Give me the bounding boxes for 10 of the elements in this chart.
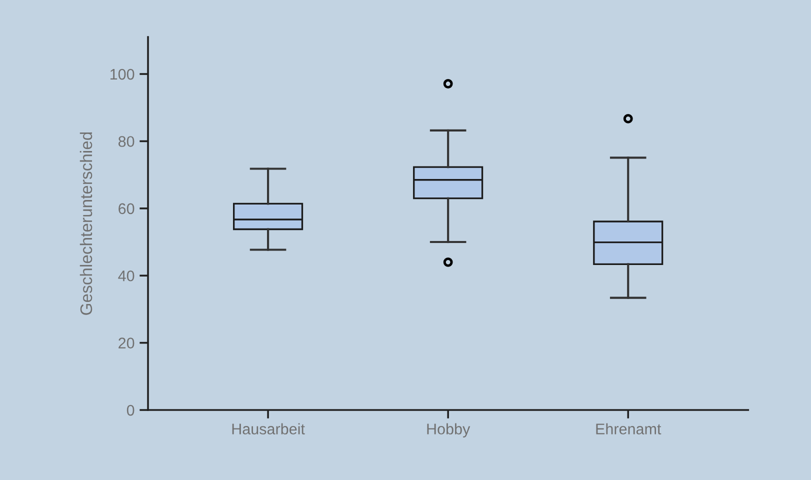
y-tick-label: 40 bbox=[118, 270, 134, 282]
x-tick-label: Hausarbeit bbox=[232, 423, 305, 434]
x-tick-label: Ehrenamt bbox=[596, 423, 662, 434]
y-tick-label: 60 bbox=[118, 203, 134, 214]
x-tick-label: Hobby bbox=[427, 423, 470, 438]
y-tick-label: 100 bbox=[110, 68, 134, 80]
y-axis-title: Geschlechterunterschied bbox=[80, 132, 92, 315]
y-tick-label: 80 bbox=[118, 136, 134, 147]
y-tick-label: 20 bbox=[118, 338, 134, 348]
y-tick-label: 0 bbox=[126, 404, 134, 416]
